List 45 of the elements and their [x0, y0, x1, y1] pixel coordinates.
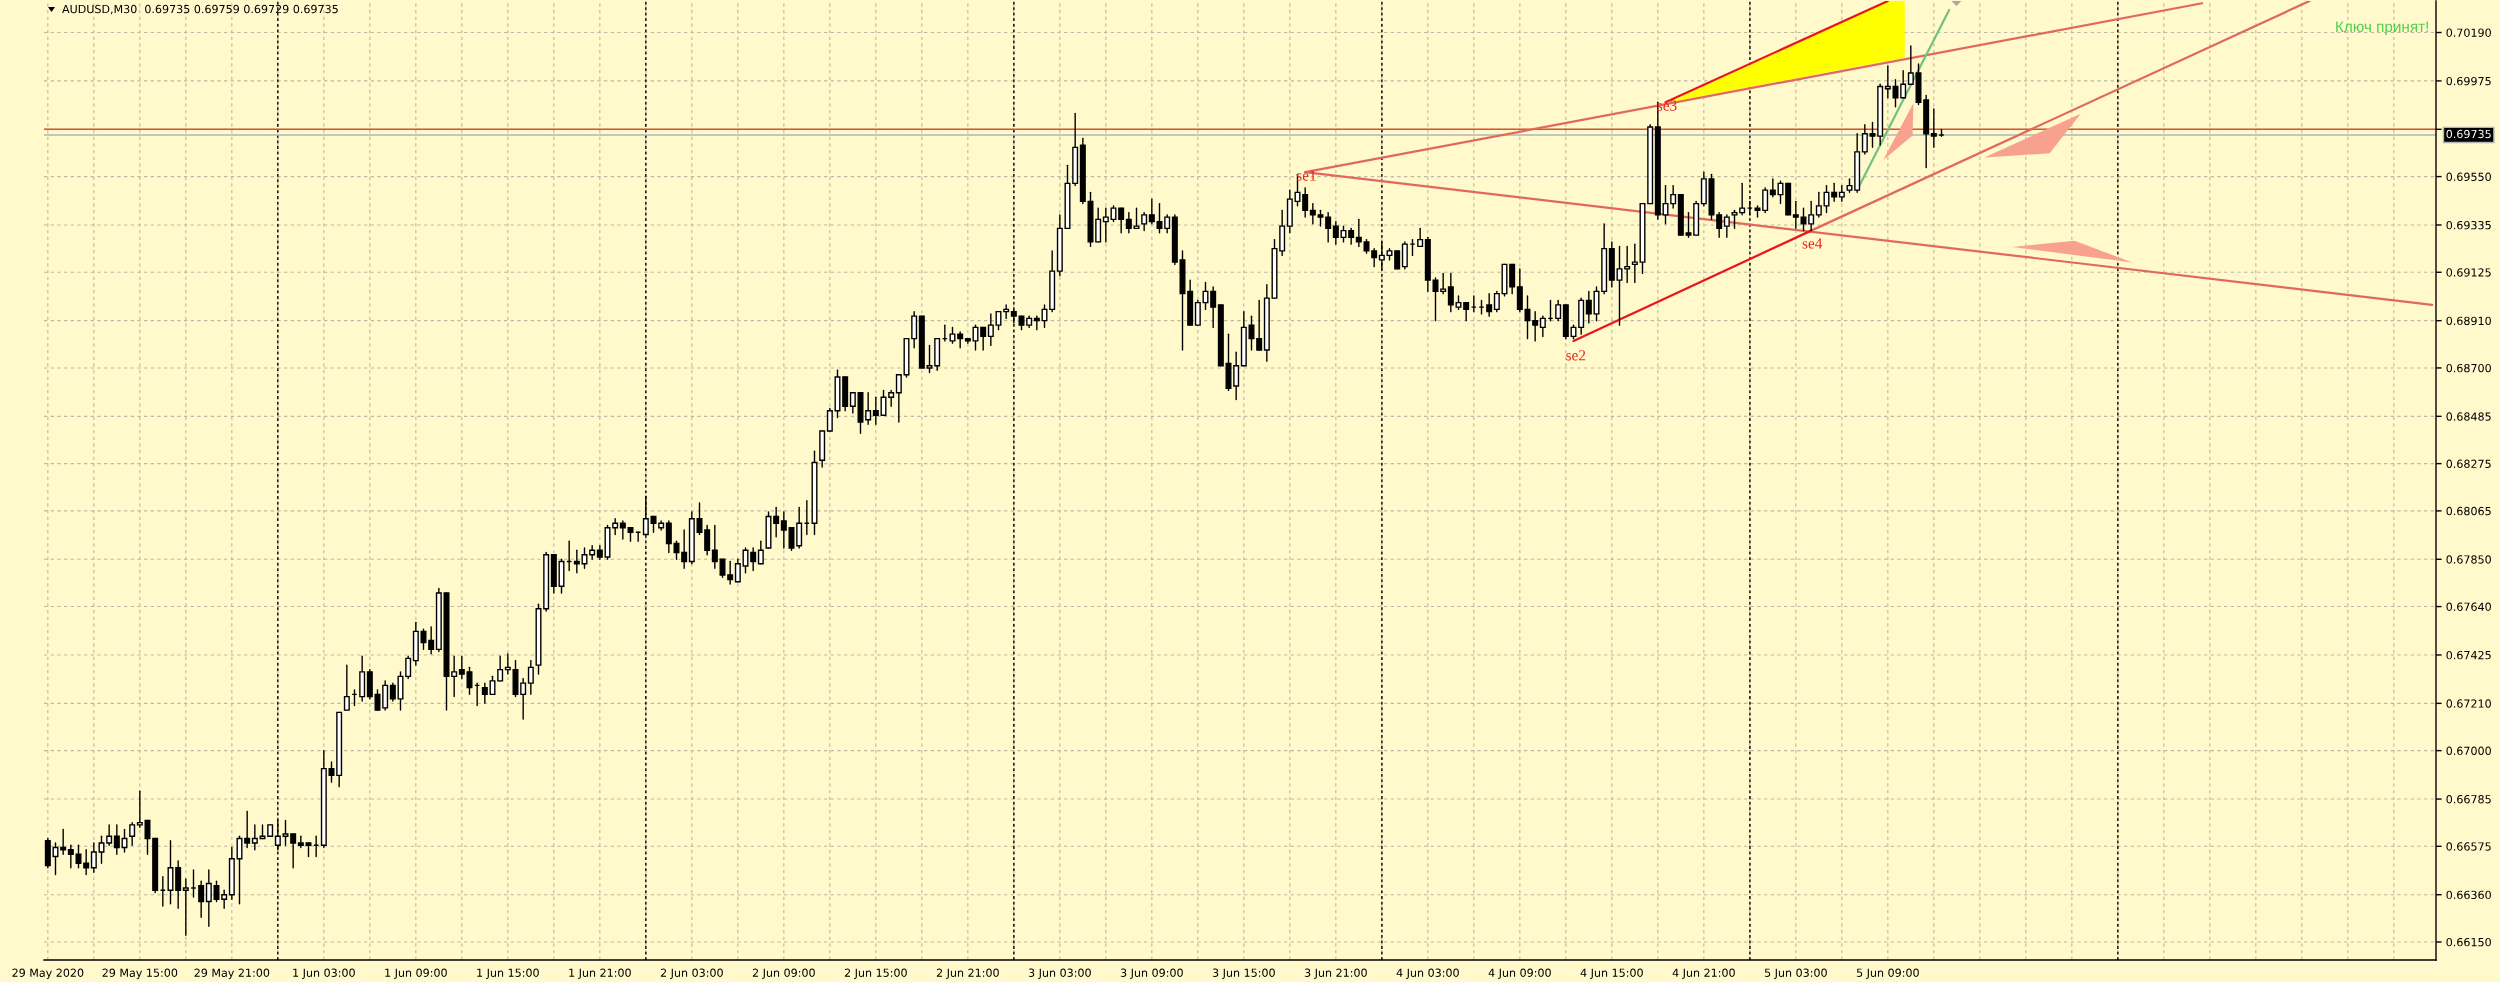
y-tick-label: 0.67000 [2446, 746, 2491, 756]
y-tick-label: 0.66785 [2446, 795, 2491, 804]
x-tick-label: 2 Jun 03:00 [660, 968, 723, 979]
x-tick-label: 5 Jun 09:00 [1856, 968, 1919, 979]
y-tick-label: 0.66575 [2446, 842, 2491, 851]
y-tick-label: 0.67210 [2446, 699, 2491, 708]
x-tick-label: 1 Jun 15:00 [477, 968, 539, 979]
annotation: se4 [1802, 238, 1823, 249]
y-tick-label: 0.69550 [2446, 172, 2491, 181]
y-tick-label: 0.66360 [2446, 890, 2491, 900]
x-tick-label: 4 Jun 15:00 [1580, 968, 1643, 979]
x-tick-label: 2 Jun 21:00 [936, 968, 999, 979]
x-tick-label: 1 Jun 21:00 [569, 968, 631, 979]
y-tick-label: 0.68910 [2446, 316, 2491, 326]
annotation: se2 [1566, 350, 1586, 361]
x-tick-label: 3 Jun 09:00 [1120, 968, 1183, 979]
y-tick-label: 0.67850 [2446, 555, 2491, 564]
x-tick-label: 1 Jun 03:00 [293, 968, 355, 979]
y-tick-label: 0.68485 [2446, 412, 2491, 421]
chart-title: AUDUSD,M30 0.69735 0.69759 0.69729 0.69735 [62, 4, 338, 15]
y-tick-label: 0.69975 [2446, 76, 2491, 86]
x-tick-label: 2 Jun 09:00 [752, 968, 815, 979]
annotation: Ключ принят! [2336, 21, 2428, 36]
x-tick-label: 29 May 2020 [12, 968, 84, 980]
y-tick-label: 0.67425 [2446, 650, 2491, 660]
y-tick-label: 0.68065 [2446, 506, 2491, 516]
x-tick-label: 3 Jun 03:00 [1028, 968, 1091, 979]
x-tick-label: 4 Jun 21:00 [1672, 968, 1735, 979]
ref-line-label: 0.69735 [2446, 129, 2491, 139]
x-tick-label: 4 Jun 09:00 [1488, 968, 1551, 979]
y-tick-label: 0.68275 [2446, 459, 2491, 468]
x-tick-label: 4 Jun 03:00 [1396, 968, 1459, 979]
y-tick-label: 0.68700 [2446, 363, 2491, 373]
x-tick-label: 29 May 15:00 [102, 968, 178, 980]
y-tick-label: 0.69125 [2446, 268, 2491, 277]
y-tick-label: 0.66150 [2446, 937, 2491, 947]
x-tick-label: 5 Jun 03:00 [1764, 968, 1827, 979]
y-tick-label: 0.67640 [2446, 602, 2491, 611]
x-tick-label: 2 Jun 15:00 [844, 968, 907, 979]
x-tick-label: 3 Jun 15:00 [1212, 968, 1275, 979]
x-tick-label: 3 Jun 21:00 [1304, 968, 1367, 979]
y-tick-label: 0.69335 [2446, 220, 2491, 230]
y-tick-label: 0.70190 [2446, 28, 2491, 37]
x-tick-label: 1 Jun 09:00 [385, 968, 447, 979]
x-tick-label: 29 May 21:00 [194, 968, 270, 980]
